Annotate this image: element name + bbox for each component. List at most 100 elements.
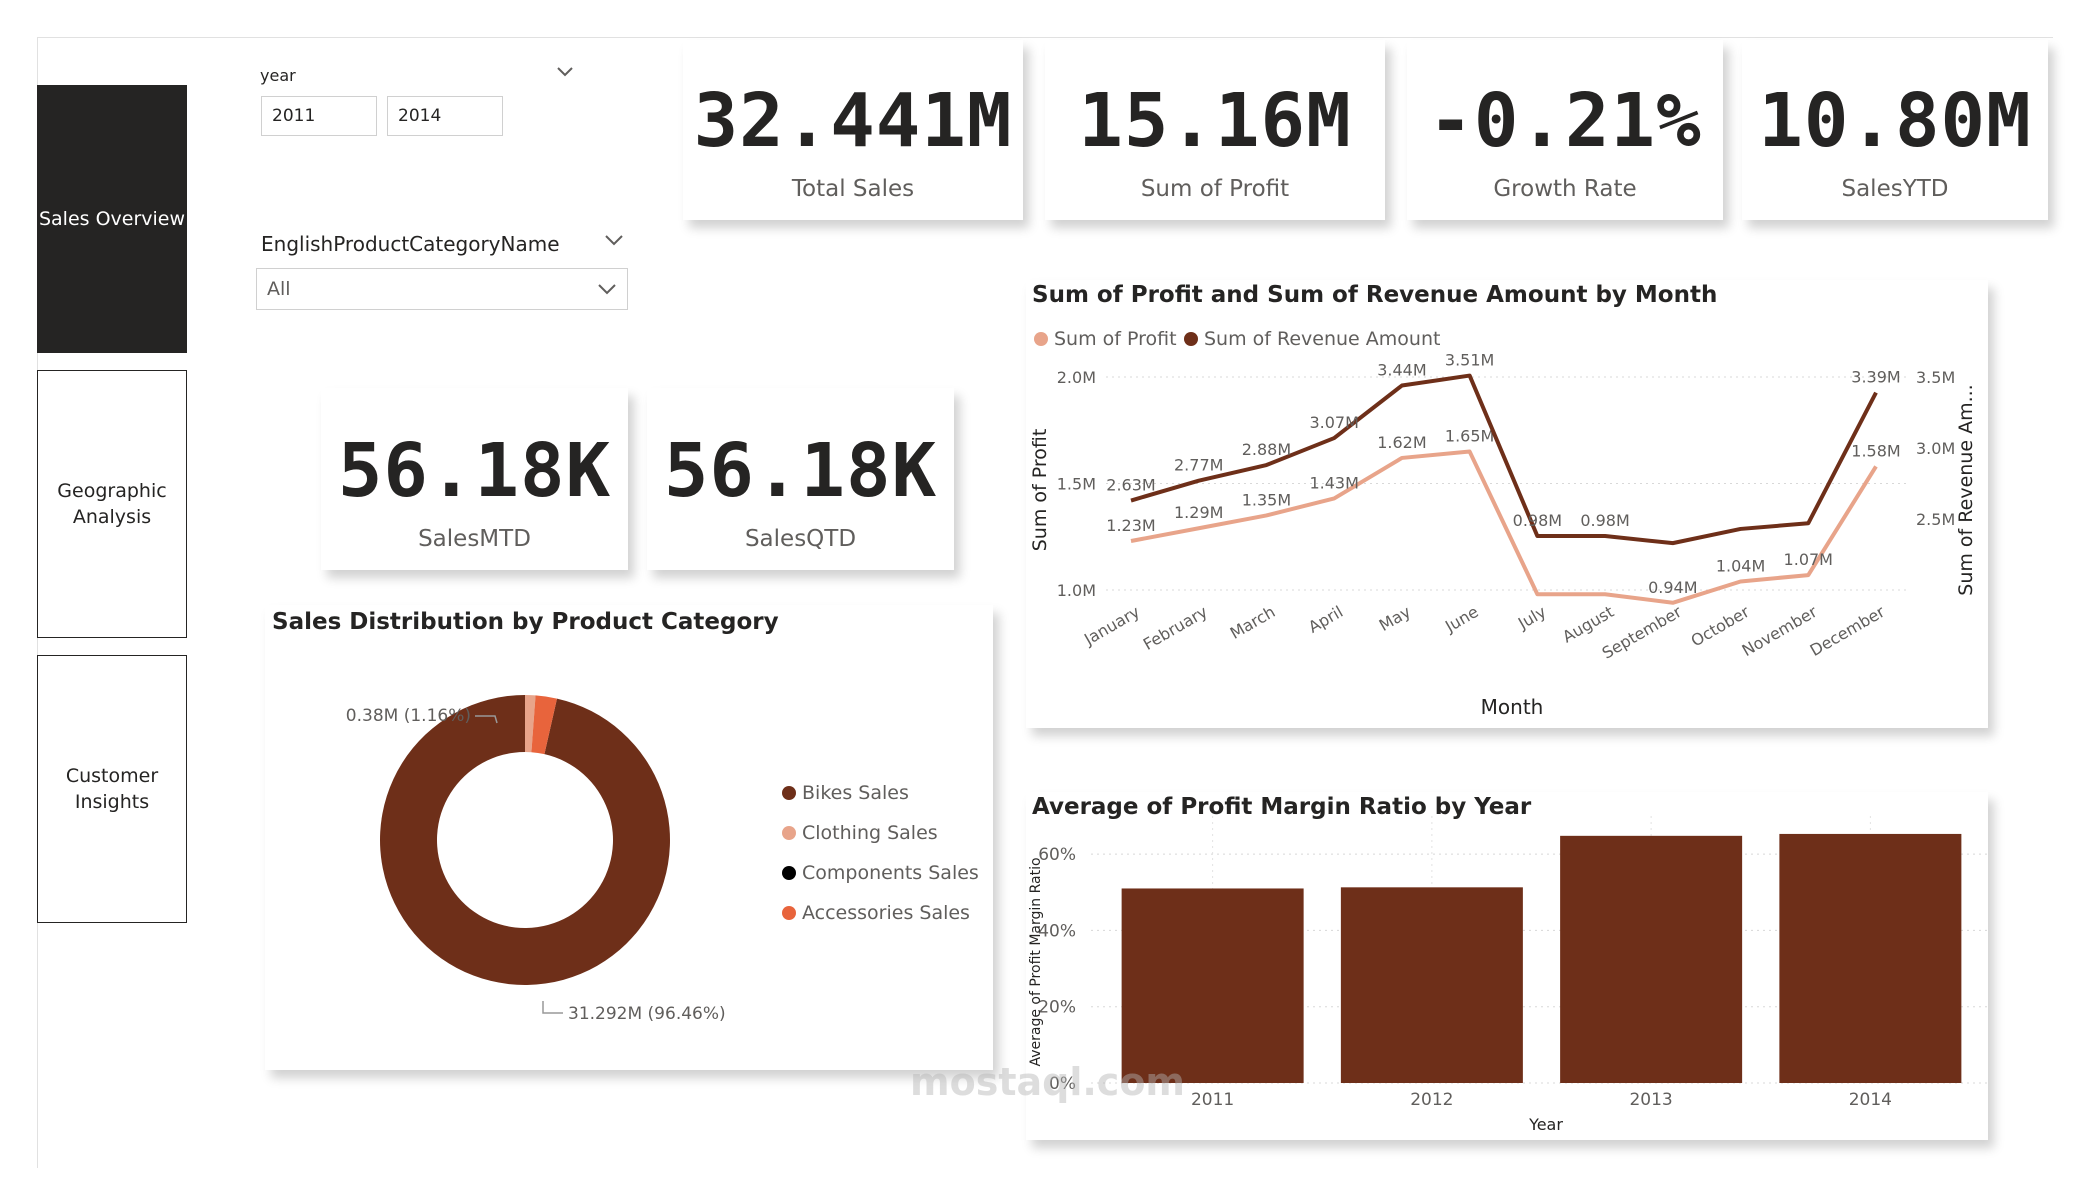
legend-dot: [782, 866, 796, 880]
legend-dot: [1184, 332, 1198, 346]
revenue-line[interactable]: [1130, 373, 1878, 546]
legend-label: Clothing Sales: [802, 822, 938, 844]
kpi-card-total-sales: 32.441M Total Sales: [683, 40, 1023, 220]
kpi-value: 56.18K: [663, 428, 938, 514]
data-label: 3.39M: [1851, 368, 1900, 387]
left-tick-label: 2.0M: [1057, 368, 1096, 387]
kpi-value: 15.16M: [1078, 78, 1352, 164]
data-label: 1.58M: [1851, 441, 1900, 460]
month-tick-label: January: [1080, 602, 1143, 649]
year-tick-label: 2012: [1410, 1090, 1453, 1110]
nav-label: Sales Overview: [38, 208, 186, 230]
data-label: 3.51M: [1445, 351, 1494, 370]
kpi-label: SalesYTD: [1841, 176, 1949, 202]
slice-accessories-sales[interactable]: [531, 695, 557, 755]
donut-label-large: 31.292M (96.46%): [568, 1004, 726, 1024]
kpi-card-sales-ytd: 10.80M SalesYTD: [1742, 40, 2048, 220]
data-label: 2.77M: [1174, 456, 1223, 475]
legend-label: Sum of Revenue Amount: [1204, 328, 1441, 350]
data-label: 2.63M: [1106, 476, 1155, 495]
kpi-value: 56.18K: [337, 428, 612, 514]
legend-dot: [1034, 332, 1048, 346]
data-label: 0.94M: [1648, 578, 1697, 597]
left-tick-label: 1.5M: [1057, 475, 1096, 494]
legend-label: Bikes Sales: [802, 782, 909, 804]
legend-components-sales[interactable]: Components Sales: [782, 862, 979, 884]
nav-sales-overview[interactable]: Sales Overview: [37, 85, 187, 353]
line-xlabel: Month: [1481, 695, 1544, 719]
donut-chart[interactable]: 0.38M (1.16%) 31.292M (96.46%): [265, 605, 993, 1070]
bar-chart[interactable]: 60% 40% 20% 0% Average of Profit Margin Rat…: [1026, 792, 1988, 1140]
year-chevron-down-icon[interactable]: [556, 66, 574, 78]
month-tick-label: December: [1807, 602, 1889, 660]
bar-chart-title: Average of Profit Margin Ratio by Year: [1032, 794, 1532, 820]
month-tick-label: June: [1441, 602, 1482, 636]
right-tick-label: 3.0M: [1916, 439, 1955, 458]
kpi-label: SalesMTD: [418, 526, 531, 552]
kpi-label: Total Sales: [791, 176, 915, 202]
right-tick-label: 2.5M: [1916, 510, 1955, 529]
data-label: 2.88M: [1242, 440, 1291, 459]
profit-line[interactable]: [1130, 449, 1878, 605]
data-label: 1.43M: [1309, 473, 1358, 492]
legend-clothing-sales[interactable]: Clothing Sales: [782, 822, 938, 844]
month-tick-label: July: [1514, 602, 1549, 633]
legend-accessories-sales[interactable]: Accessories Sales: [782, 902, 970, 924]
year-start-input[interactable]: 2011: [261, 96, 377, 136]
data-label: 1.07M: [1784, 550, 1833, 569]
data-label: 1.23M: [1106, 516, 1155, 535]
bar-2011[interactable]: [1121, 888, 1304, 1083]
y-tick-label: 0%: [1049, 1074, 1076, 1094]
dropdown-chevron-icon: [598, 284, 616, 295]
data-label: 1.62M: [1377, 433, 1426, 452]
category-dropdown[interactable]: All: [256, 268, 628, 310]
kpi-card-sales-qtd: 56.18K SalesQTD: [647, 388, 954, 570]
legend-sum-of-profit[interactable]: Sum of Profit: [1034, 328, 1177, 350]
kpi-label: SalesQTD: [744, 526, 857, 552]
data-label: 3.07M: [1309, 413, 1358, 432]
data-label: 0.98M: [1580, 511, 1629, 530]
legend-dot: [782, 786, 796, 800]
category-selected-value: All: [267, 278, 291, 300]
legend-sum-of-revenue[interactable]: Sum of Revenue Amount: [1184, 328, 1440, 350]
legend-label: Components Sales: [802, 862, 979, 884]
kpi-value: 10.80M: [1758, 78, 2032, 164]
slice-clothing-sales[interactable]: [525, 695, 536, 753]
bar-2013[interactable]: [1560, 835, 1743, 1083]
legend-label: Sum of Profit: [1054, 328, 1177, 350]
kpi-card-sales-mtd: 56.18K SalesMTD: [321, 388, 628, 570]
category-chevron-down-icon[interactable]: [604, 234, 624, 248]
watermark-logo: mostaql.com: [910, 1060, 1186, 1104]
year-tick-label: 2011: [1191, 1090, 1234, 1110]
month-tick-label: February: [1140, 602, 1211, 654]
kpi-value: -0.21%: [1428, 78, 1702, 164]
nav-label: Customer Insights: [65, 765, 159, 813]
nav-customer-insights[interactable]: Customer Insights: [37, 655, 187, 923]
data-label: 0.98M: [1513, 511, 1562, 530]
bar-2012[interactable]: [1340, 887, 1523, 1083]
year-slicer-label: year: [260, 66, 296, 85]
data-label: 1.04M: [1716, 556, 1765, 575]
donut-chart-card: Sales Distribution by Product Category 0…: [265, 605, 993, 1070]
year-end-input[interactable]: 2014: [387, 96, 503, 136]
nav-geographic-analysis[interactable]: Geographic Analysis: [37, 370, 187, 638]
line-chart-title: Sum of Profit and Sum of Revenue Amount …: [1032, 282, 1718, 308]
y-tick-label: 60%: [1038, 845, 1076, 865]
bar-2014[interactable]: [1779, 833, 1962, 1083]
bar-ylabel: Average of Profit Margin Ratio: [1028, 857, 1044, 1066]
year-tick-label: 2014: [1849, 1090, 1892, 1110]
legend-dot: [782, 826, 796, 840]
legend-bikes-sales[interactable]: Bikes Sales: [782, 782, 909, 804]
data-label: 1.35M: [1242, 490, 1291, 509]
slice-bikes-sales[interactable]: [380, 695, 670, 985]
month-tick-label: May: [1376, 602, 1414, 635]
data-label: 1.65M: [1445, 427, 1494, 446]
line-ylabel-left: Sum of Profit: [1029, 429, 1051, 552]
kpi-card-sum-of-profit: 15.16M Sum of Profit: [1045, 40, 1385, 220]
kpi-card-growth-rate: -0.21% Growth Rate: [1407, 40, 1723, 220]
month-tick-label: November: [1739, 602, 1821, 660]
kpi-label: Sum of Profit: [1140, 176, 1290, 202]
donut-chart-title: Sales Distribution by Product Category: [272, 609, 779, 635]
bar-chart-card: Average of Profit Margin Ratio by Year 6…: [1026, 792, 1988, 1140]
